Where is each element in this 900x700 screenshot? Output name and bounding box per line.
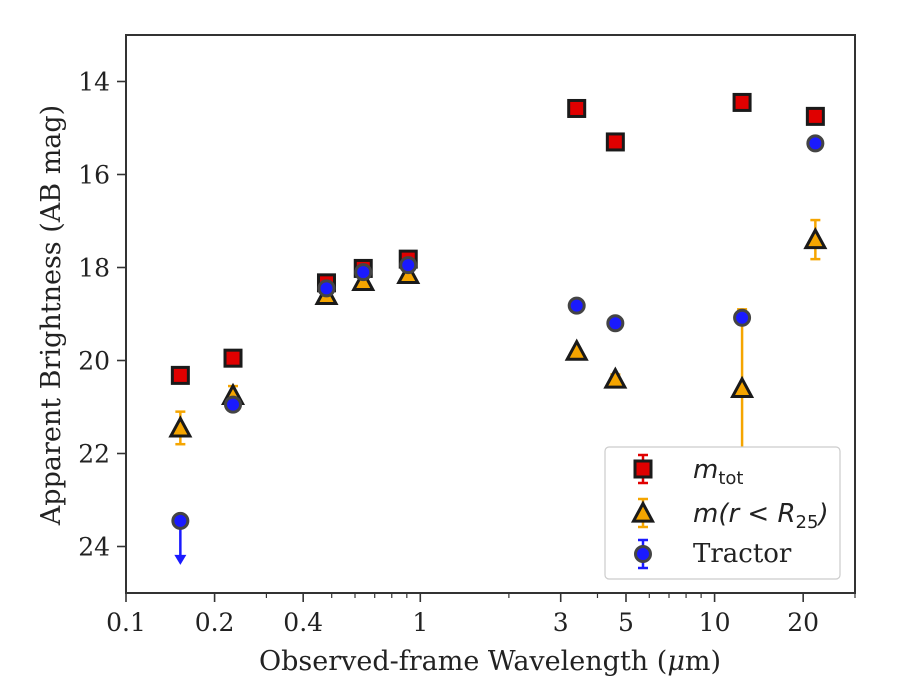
data-point-triangle <box>803 226 828 250</box>
x-tick-label: 10 <box>699 608 731 637</box>
legend-label-mtot: mtot <box>693 455 743 489</box>
legend-markers <box>630 453 656 570</box>
data-point-triangle <box>730 375 755 398</box>
data-point-square <box>170 365 190 385</box>
data-point-circle <box>354 263 373 282</box>
x-tick-label: 5 <box>618 608 634 637</box>
upper-limit-arrow <box>174 554 187 565</box>
data-point-circle <box>606 314 625 333</box>
data-point-circle <box>806 134 825 153</box>
data-point-square <box>605 132 625 152</box>
data-point-square <box>567 98 587 118</box>
y-tick-label: 16 <box>78 161 110 190</box>
data-point-circle <box>567 296 586 315</box>
plot-frame <box>125 34 856 594</box>
legend-marker-triangle <box>630 500 656 523</box>
data-point-triangle <box>603 366 628 389</box>
y-tick-label: 18 <box>78 254 110 283</box>
data-point-square <box>732 92 752 112</box>
x-tick-label: 3 <box>553 608 569 637</box>
x-tick-label: 0.4 <box>283 608 323 637</box>
legend-box <box>604 446 841 580</box>
y-tick-label: 22 <box>78 440 110 469</box>
legend-label-mr25: m(r < R25) <box>693 499 829 533</box>
data-point-circle <box>317 279 336 298</box>
y-tick-label: 24 <box>78 533 110 562</box>
x-axis-label: Observed-frame Wavelength (μm) <box>259 646 721 677</box>
legend-marker-circle <box>634 545 652 563</box>
data-point-triangle <box>168 415 193 438</box>
series-circle <box>171 134 825 565</box>
x-tick-label: 0.2 <box>195 608 235 637</box>
data-point-triangle <box>564 338 589 361</box>
x-tick-label: 1 <box>412 608 428 637</box>
legend: mtot m(r < R25) Tractor <box>604 446 841 580</box>
legend-marker-square <box>633 459 653 479</box>
data-point-square <box>223 348 243 368</box>
x-tick-label: 20 <box>787 608 819 637</box>
x-tick-label: 0.1 <box>106 608 146 637</box>
axis-ticks: 0.1 0.2 0.4 1 3 5 10 20 14 16 18 20 22 24 <box>78 68 856 637</box>
legend-label-tractor: Tractor <box>693 539 792 569</box>
y-tick-label: 20 <box>78 347 110 376</box>
y-tick-label: 14 <box>78 68 110 97</box>
y-axis-label: Apparent Brightness (AB mag) <box>36 105 67 526</box>
data-point-circle <box>733 308 752 327</box>
data-point-square <box>805 106 825 126</box>
data-points <box>168 92 828 565</box>
data-point-circle <box>171 511 190 530</box>
data-point-circle <box>224 395 243 414</box>
data-point-circle <box>399 256 418 275</box>
